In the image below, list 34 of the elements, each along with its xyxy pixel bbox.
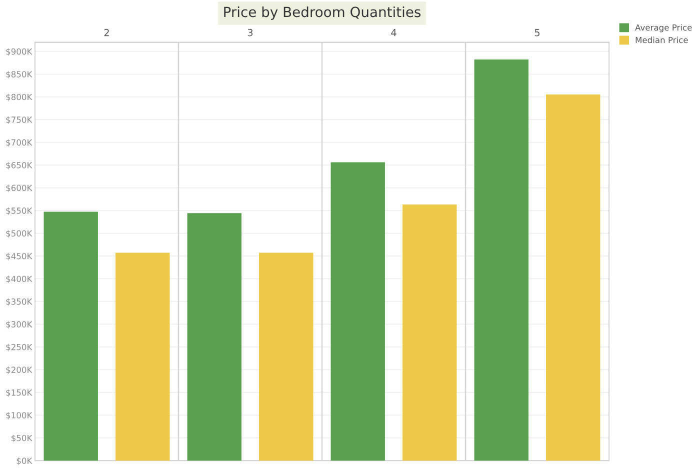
bar [259,252,314,461]
y-tick-label: $0K [16,457,32,465]
y-tick-label: $700K [6,139,32,147]
bar [44,212,98,461]
chart-title: Price by Bedroom Quantities [224,6,421,20]
y-tick-label: $750K [6,116,32,124]
y-tick-label: $850K [6,70,32,79]
y-tick-label: $350K [6,298,32,306]
bar [116,252,170,461]
y-tick-label: $900K [6,48,32,56]
bar [546,94,600,461]
x-tick-label: 2 [104,28,109,36]
bar [187,213,242,461]
x-tick-label: 5 [534,29,540,36]
y-tick-label: $300K [6,321,32,329]
bar [474,59,528,461]
y-tick-label: $150K [6,389,32,397]
y-tick-label: $50K [12,434,32,442]
y-tick-label: $800K [6,94,32,102]
y-tick-label: $500K [6,230,32,238]
y-tick-label: $650K [6,162,32,170]
y-tick-label: $200K [6,366,32,374]
legend-label: Median Price [636,36,688,44]
x-tick-label: 4 [391,29,396,36]
x-tick-label: 3 [248,28,253,36]
y-tick-label: $600K [6,184,32,192]
y-tick-label: $450K [6,252,32,260]
y-tick-label: $100K [6,412,32,420]
legend-label: Average Price [635,24,692,32]
y-tick-label: $250K [6,344,32,352]
y-tick-label: $400K [6,276,32,284]
bar [330,162,385,461]
y-tick-label: $550K [6,207,32,215]
bar [402,204,457,461]
